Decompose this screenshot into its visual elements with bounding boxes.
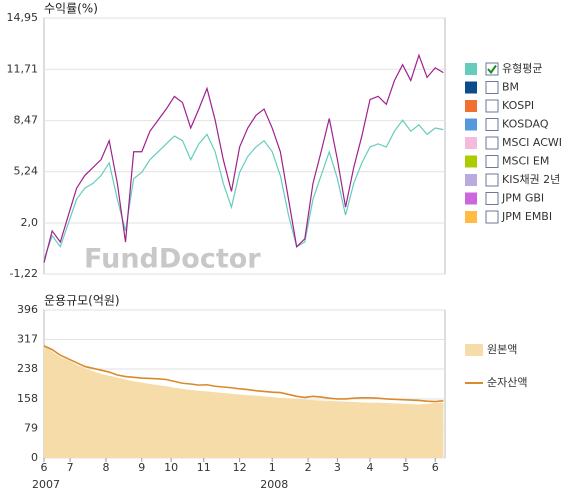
legend-swatch	[465, 137, 477, 149]
legend-checkbox	[485, 192, 499, 205]
y-tick-label: 8,47	[14, 114, 39, 127]
legend-checkbox	[485, 118, 499, 131]
x-tick-label: 11	[197, 461, 211, 474]
year-label: 2008	[260, 478, 288, 491]
checkmark	[487, 64, 497, 75]
legend-label: MSCI EM	[502, 155, 549, 168]
y-tick-label: 158	[17, 392, 38, 405]
x-tick-label: 2	[305, 461, 312, 474]
legend-swatch	[465, 192, 477, 205]
series-line	[43, 53, 444, 263]
legend-label: JPM GBI	[501, 192, 544, 205]
legend-swatch	[465, 155, 477, 168]
watermark: FundDoctor	[84, 244, 261, 275]
legend-swatch	[465, 118, 477, 131]
x-tick-label: 6	[41, 461, 48, 474]
x-tick-label: 8	[102, 461, 109, 474]
legend-swatch	[465, 63, 477, 75]
y-tick-label: 5,24	[14, 165, 39, 178]
y-tick-label: 79	[24, 421, 38, 434]
legend-label: 원본액	[487, 343, 517, 356]
legend-label: 유형평균	[502, 62, 542, 75]
series-line	[43, 345, 444, 403]
legend-label: MSCI ACWI	[502, 136, 562, 149]
legend-label: BM	[502, 81, 519, 94]
year-label: 2007	[32, 478, 60, 491]
y-tick-label: 0	[31, 451, 38, 464]
legend-label: KOSPI	[502, 99, 534, 112]
legend-checkbox	[485, 99, 499, 113]
y-tick-label: 317	[17, 333, 38, 346]
y-tick-label: 14,95	[7, 11, 39, 24]
series-area	[44, 345, 444, 458]
x-tick-label: 7	[67, 461, 74, 474]
legend-swatch	[465, 81, 477, 94]
legend-label: 순자산액	[487, 376, 527, 389]
legend-checkbox	[485, 136, 499, 150]
legend-label: JPM EMBI	[501, 210, 552, 223]
chart-title: 운용규모(억원)	[44, 294, 120, 308]
legend-label: KIS채권 2년	[502, 173, 560, 186]
legend-swatch	[465, 100, 477, 112]
x-tick-label: 3	[334, 461, 341, 474]
x-tick-label: 10	[164, 461, 178, 474]
legend-checkbox	[485, 173, 499, 187]
chart-title: 수익률(%)	[44, 2, 98, 16]
y-tick-label: 238	[17, 362, 38, 375]
legend-label: KOSDAQ	[502, 118, 549, 131]
x-tick-label: 6	[432, 461, 439, 474]
y-tick-label: 11,71	[7, 62, 39, 75]
legend-swatch	[465, 211, 477, 223]
series-line	[43, 119, 444, 260]
legend-swatch	[465, 344, 483, 356]
legend-checkbox	[485, 155, 499, 168]
y-tick-label: -1,22	[10, 267, 38, 280]
legend-checkbox	[485, 210, 499, 224]
y-tick-label: 2,0	[21, 216, 39, 229]
y-tick-label: 396	[17, 303, 38, 316]
legend-swatch	[465, 174, 477, 186]
legend-checkbox	[485, 81, 499, 94]
x-tick-label: 4	[367, 461, 374, 474]
x-tick-label: 1	[269, 461, 276, 474]
legend-checkbox	[485, 62, 499, 76]
x-tick-label: 9	[138, 461, 145, 474]
x-tick-label: 12	[233, 461, 247, 474]
x-tick-label: 5	[402, 461, 409, 474]
